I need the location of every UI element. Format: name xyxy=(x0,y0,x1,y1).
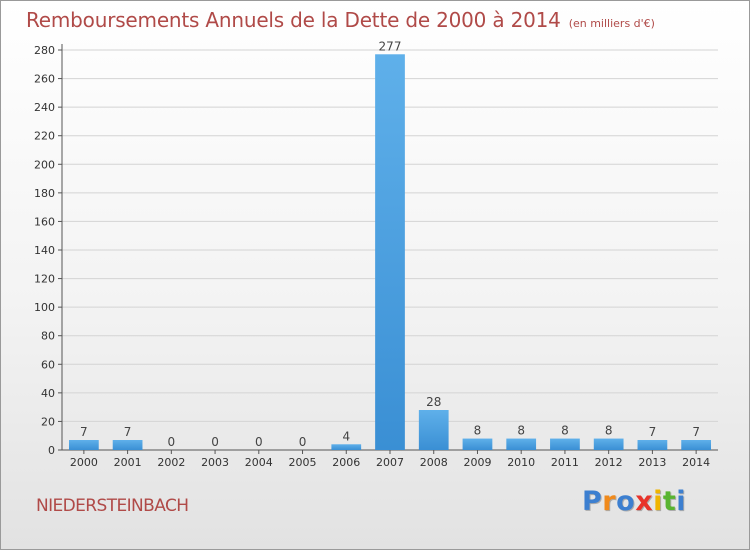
bar xyxy=(593,438,624,450)
logo-letter: P xyxy=(582,486,603,517)
x-tick-label: 2004 xyxy=(245,456,273,469)
bar xyxy=(550,438,580,450)
y-tick-label: 260 xyxy=(34,73,55,86)
bar xyxy=(112,440,143,450)
data-label: 7 xyxy=(649,425,657,439)
x-tick-label: 2012 xyxy=(595,456,623,469)
data-label: 8 xyxy=(605,424,613,438)
x-tick-label: 2003 xyxy=(201,456,229,469)
x-tick-label: 2007 xyxy=(376,456,404,469)
x-tick-label: 2013 xyxy=(638,456,666,469)
data-label: 0 xyxy=(168,435,176,449)
data-label: 0 xyxy=(299,435,307,449)
logo-letter: o xyxy=(616,486,636,517)
logo-letter: i xyxy=(653,486,663,517)
chart-unit: (en milliers d'€) xyxy=(568,17,655,30)
bar xyxy=(375,54,405,451)
data-label: 7 xyxy=(124,425,132,439)
x-tick-label: 2011 xyxy=(551,456,579,469)
data-label: 0 xyxy=(255,435,263,449)
y-tick-label: 0 xyxy=(48,444,55,457)
data-label: 8 xyxy=(474,424,482,438)
x-tick-label: 2008 xyxy=(420,456,448,469)
x-tick-label: 2005 xyxy=(289,456,317,469)
x-tick-label: 2000 xyxy=(70,456,98,469)
x-tick-label: 2014 xyxy=(682,456,710,469)
y-tick-label: 40 xyxy=(41,387,55,400)
data-label: 0 xyxy=(211,435,219,449)
bar xyxy=(68,440,99,450)
y-tick-label: 140 xyxy=(34,244,55,257)
place-name: NIEDERSTEINBACH xyxy=(36,496,189,516)
bar xyxy=(418,410,449,450)
x-tick-label: 2002 xyxy=(157,456,185,469)
data-label: 277 xyxy=(379,39,402,53)
x-tick-label: 2006 xyxy=(332,456,360,469)
proxiti-logo: Proxiti xyxy=(582,486,686,517)
y-tick-label: 240 xyxy=(34,101,55,114)
bar xyxy=(681,440,712,450)
y-tick-label: 220 xyxy=(34,130,55,143)
data-label: 4 xyxy=(342,429,350,443)
data-label: 28 xyxy=(426,395,441,409)
logo-letter: r xyxy=(602,486,617,517)
data-label: 7 xyxy=(80,425,88,439)
logo-letter: i xyxy=(676,486,687,517)
data-label: 7 xyxy=(692,425,700,439)
logo-letter: x xyxy=(635,486,654,517)
bar xyxy=(462,438,493,450)
x-tick-label: 2009 xyxy=(463,456,491,469)
y-tick-label: 80 xyxy=(41,330,55,343)
y-tick-label: 180 xyxy=(34,187,55,200)
bar xyxy=(331,444,362,450)
data-label: 8 xyxy=(517,424,525,438)
y-tick-label: 280 xyxy=(34,44,55,57)
bar xyxy=(506,438,537,450)
x-tick-label: 2010 xyxy=(507,456,535,469)
chart-title: Remboursements Annuels de la Dette de 20… xyxy=(26,8,561,32)
data-label: 8 xyxy=(561,424,569,438)
y-tick-label: 100 xyxy=(34,301,55,314)
logo-letter: t xyxy=(662,486,677,517)
y-tick-label: 200 xyxy=(34,158,55,171)
chart-title-block: Remboursements Annuels de la Dette de 20… xyxy=(26,8,655,32)
y-tick-label: 60 xyxy=(41,358,55,371)
x-tick-label: 2001 xyxy=(114,456,142,469)
y-tick-label: 160 xyxy=(34,215,55,228)
bar xyxy=(637,440,668,450)
y-tick-label: 120 xyxy=(34,273,55,286)
y-tick-label: 20 xyxy=(41,415,55,428)
